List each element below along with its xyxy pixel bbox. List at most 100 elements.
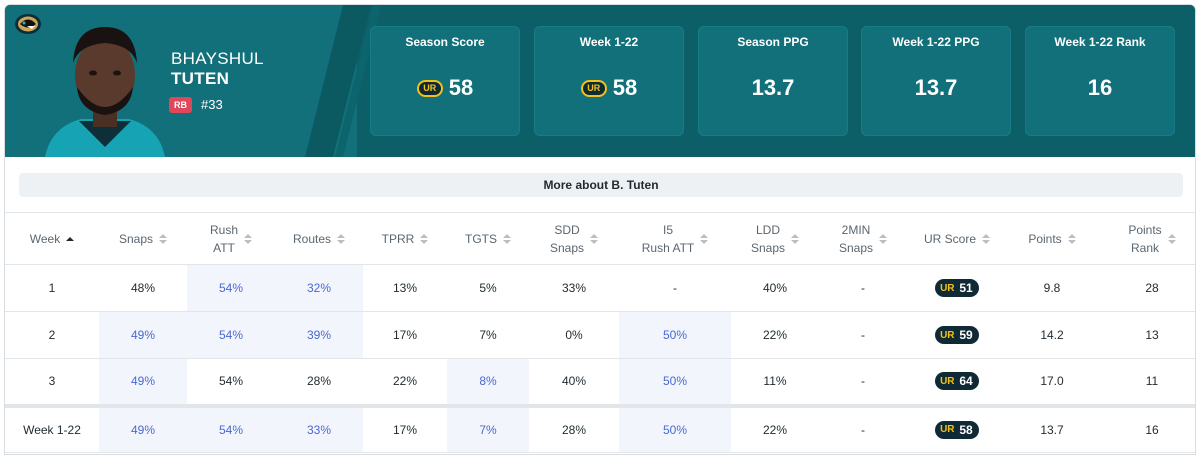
stat-box-season-score: Season Score UR 58 bbox=[370, 26, 520, 136]
table-cell: UR 51 bbox=[907, 264, 1007, 312]
sort-icon[interactable] bbox=[1067, 233, 1076, 244]
table-cell: 5% bbox=[447, 264, 529, 312]
table-total-row: Week 1-22 49% 54% 33% 17% 7% 28% 50% 22% - UR 58 13.… bbox=[5, 403, 1195, 453]
table-cell: UR 64 bbox=[907, 358, 1007, 406]
sort-icon[interactable] bbox=[420, 233, 429, 244]
sort-icon[interactable] bbox=[982, 233, 990, 244]
table-cell: 28% bbox=[275, 358, 363, 406]
table-cell: 50% bbox=[619, 358, 731, 406]
column-header-label: TPRR bbox=[381, 231, 415, 246]
table-cell: 17% bbox=[363, 403, 447, 453]
ur-score-value: 58 bbox=[959, 422, 973, 437]
table-cell: 28% bbox=[529, 403, 619, 453]
table-cell: 11% bbox=[731, 358, 819, 406]
table-cell: 0% bbox=[529, 311, 619, 359]
stat-box-season-ppg: Season PPG 13.7 bbox=[698, 26, 848, 136]
column-header[interactable]: Routes bbox=[275, 212, 363, 265]
column-header-label: Rush bbox=[209, 222, 238, 237]
table-row: 3 49% 54% 28% 22% 8% 40% 50% 11% - UR 64 17.0 11 bbox=[5, 358, 1195, 406]
column-header-label: Snaps bbox=[118, 231, 154, 246]
ur-logo-icon: UR bbox=[940, 375, 955, 387]
table-body: 1 48% 54% 32% 13% 5% 33% -40% - UR 51 9.8 28 2 49% 54% 3… bbox=[5, 264, 1195, 453]
player-photo bbox=[45, 27, 165, 157]
column-header[interactable]: UR Score bbox=[907, 212, 1007, 265]
column-header-label: LDD bbox=[755, 222, 780, 237]
column-header-label: Points bbox=[1128, 222, 1162, 237]
column-header[interactable]: Snaps bbox=[99, 212, 187, 265]
table-cell: 16 bbox=[1097, 403, 1195, 453]
table-cell: 49% bbox=[99, 311, 187, 359]
table-cell: - bbox=[819, 311, 907, 359]
column-header-label: Week bbox=[29, 231, 61, 246]
sort-icon[interactable] bbox=[244, 233, 252, 244]
stat-label: Week 1-22 PPG bbox=[892, 35, 980, 49]
stat-box-week-score: Week 1-22 UR 58 bbox=[534, 26, 684, 136]
sort-icon[interactable] bbox=[1167, 233, 1176, 244]
sort-icon[interactable] bbox=[700, 233, 709, 244]
column-header-label: TGTS bbox=[465, 231, 497, 246]
table-cell: 13.7 bbox=[1007, 403, 1097, 453]
column-header[interactable]: Week bbox=[5, 212, 99, 265]
table-cell: - bbox=[819, 403, 907, 453]
table-row: 2 49% 54% 39% 17% 7% 0% 50% 22% - UR 59 14.2 13 bbox=[5, 311, 1195, 359]
sort-icon[interactable] bbox=[879, 233, 888, 244]
column-header-label: Snaps bbox=[838, 240, 874, 255]
column-header[interactable]: TPRR bbox=[363, 212, 447, 265]
column-header-label: Rank bbox=[1130, 240, 1159, 255]
stat-value: 58 bbox=[612, 75, 638, 100]
column-header[interactable]: Points Rank bbox=[1097, 212, 1195, 265]
ur-logo-icon: UR bbox=[940, 424, 955, 436]
position-badge: RB bbox=[169, 97, 192, 113]
stat-value: 13.7 bbox=[914, 75, 958, 100]
column-header-label: I5 bbox=[662, 222, 673, 237]
sort-icon[interactable] bbox=[337, 233, 346, 244]
sort-icon[interactable] bbox=[791, 233, 800, 244]
table-cell: 48% bbox=[99, 264, 187, 312]
jaguars-logo-icon[interactable] bbox=[13, 11, 43, 37]
player-header: BHAYSHUL TUTEN RB #33 Season Score UR 58 … bbox=[5, 5, 1195, 157]
stat-value: 16 bbox=[1087, 75, 1113, 100]
table-cell: - bbox=[619, 264, 731, 312]
table-cell: 1 bbox=[5, 264, 99, 312]
ur-score-badge: UR 58 bbox=[935, 420, 979, 439]
table-cell: 13% bbox=[363, 264, 447, 312]
table-cell: 22% bbox=[363, 358, 447, 406]
column-header[interactable]: SDD Snaps bbox=[529, 212, 619, 265]
sort-icon[interactable] bbox=[590, 233, 599, 244]
stat-value: 58 bbox=[448, 75, 474, 100]
ur-logo-icon: UR bbox=[580, 79, 607, 97]
stat-label: Week 1-22 Rank bbox=[1054, 35, 1146, 49]
table-cell: 17.0 bbox=[1007, 358, 1097, 406]
table-cell: UR 59 bbox=[907, 311, 1007, 359]
table-row: 1 48% 54% 32% 13% 5% 33% -40% - UR 51 9.8 28 bbox=[5, 264, 1195, 312]
table-cell: - bbox=[819, 358, 907, 406]
table-cell: Week 1-22 bbox=[5, 403, 99, 453]
table-cell: 33% bbox=[275, 403, 363, 453]
sort-icon[interactable] bbox=[503, 233, 511, 244]
table-cell: 40% bbox=[529, 358, 619, 406]
column-header[interactable]: Rush ATT bbox=[187, 212, 275, 265]
table-cell: 9.8 bbox=[1007, 264, 1097, 312]
player-first-name: BHAYSHUL bbox=[171, 49, 264, 68]
ur-score-badge: UR 51 bbox=[935, 279, 979, 297]
ur-logo-icon: UR bbox=[940, 282, 955, 294]
column-header[interactable]: I5 Rush ATT bbox=[619, 212, 731, 265]
column-header-label: Snaps bbox=[750, 240, 786, 255]
sort-icon[interactable] bbox=[159, 233, 168, 244]
table-cell: 54% bbox=[187, 403, 275, 453]
table-cell: 8% bbox=[447, 358, 529, 406]
column-header-label: Snaps bbox=[549, 240, 585, 255]
stat-label: Season PPG bbox=[737, 35, 809, 49]
more-about-player-button[interactable]: More about B. Tuten bbox=[19, 173, 1183, 197]
column-header[interactable]: Points bbox=[1007, 212, 1097, 265]
table-cell: 40% bbox=[731, 264, 819, 312]
table-cell: 17% bbox=[363, 311, 447, 359]
column-header-label: Points bbox=[1028, 231, 1062, 246]
column-header[interactable]: 2MIN Snaps bbox=[819, 212, 907, 265]
column-header[interactable]: LDD Snaps bbox=[731, 212, 819, 265]
column-header-label: ATT bbox=[213, 240, 235, 255]
column-header-label: 2MIN bbox=[841, 222, 871, 237]
column-header[interactable]: TGTS bbox=[447, 212, 529, 265]
table-cell: 3 bbox=[5, 358, 99, 406]
sort-icon[interactable] bbox=[66, 236, 75, 241]
